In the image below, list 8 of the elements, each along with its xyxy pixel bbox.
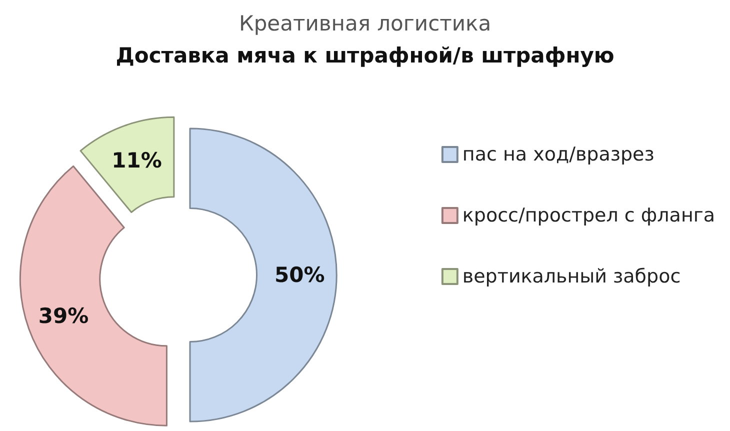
- data-label: 50%: [274, 263, 325, 287]
- data-label: 11%: [112, 148, 162, 173]
- legend-label: вертикальный заброс: [462, 266, 681, 288]
- data-label: 39%: [38, 304, 89, 328]
- legend-label: кросс/прострел с фланга: [462, 204, 715, 226]
- legend-label: пас на ход/вразрез: [462, 144, 654, 166]
- chart-subtitle: Доставка мяча к штрафной/в штрафную: [116, 44, 614, 68]
- chart-title: Креативная логистика: [238, 12, 492, 36]
